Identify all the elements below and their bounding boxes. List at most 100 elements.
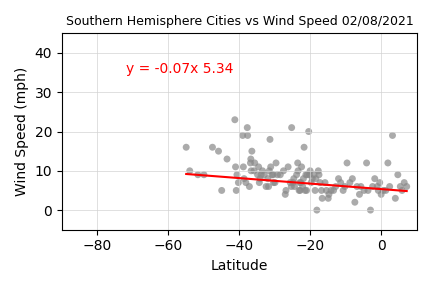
- Point: [327, 188, 334, 193]
- Point: [335, 176, 342, 181]
- Point: [341, 184, 348, 189]
- Point: [241, 176, 248, 181]
- Point: [255, 164, 262, 169]
- Point: [246, 184, 253, 189]
- Point: [283, 188, 289, 193]
- Point: [346, 180, 353, 185]
- Point: [247, 161, 254, 165]
- Point: [248, 168, 254, 173]
- Point: [369, 184, 376, 189]
- Text: y = -0.07x 5.34: y = -0.07x 5.34: [126, 62, 233, 76]
- Point: [266, 168, 273, 173]
- Point: [235, 180, 242, 185]
- Point: [233, 188, 240, 193]
- Point: [194, 173, 201, 177]
- Point: [294, 161, 301, 165]
- Point: [232, 164, 239, 169]
- Point: [257, 173, 264, 177]
- Point: [263, 184, 270, 189]
- Point: [296, 180, 303, 185]
- Point: [315, 168, 322, 173]
- Point: [282, 192, 289, 197]
- Y-axis label: Wind Speed (mph): Wind Speed (mph): [15, 67, 29, 196]
- Point: [311, 173, 318, 177]
- Point: [295, 188, 302, 193]
- Point: [337, 180, 344, 185]
- Point: [244, 133, 251, 138]
- Point: [304, 173, 311, 177]
- Point: [232, 118, 238, 122]
- Point: [280, 168, 287, 173]
- Point: [274, 173, 281, 177]
- Point: [307, 168, 314, 173]
- Point: [357, 184, 364, 189]
- Point: [297, 188, 304, 193]
- Point: [311, 188, 318, 193]
- Point: [321, 180, 328, 185]
- Point: [397, 184, 404, 189]
- Point: [386, 184, 393, 189]
- Point: [315, 173, 322, 177]
- Point: [305, 129, 312, 134]
- Point: [374, 184, 381, 189]
- Point: [361, 188, 368, 193]
- Point: [234, 173, 241, 177]
- Point: [330, 188, 337, 193]
- Point: [349, 176, 356, 181]
- Point: [265, 184, 272, 189]
- Point: [313, 208, 320, 212]
- Point: [325, 192, 332, 197]
- Point: [325, 196, 332, 201]
- Point: [323, 188, 330, 193]
- Point: [376, 180, 383, 185]
- Point: [298, 164, 305, 169]
- Point: [392, 196, 399, 201]
- Point: [240, 164, 247, 169]
- Point: [401, 180, 408, 185]
- Point: [218, 188, 225, 193]
- Point: [301, 145, 308, 149]
- Point: [270, 173, 276, 177]
- Point: [367, 208, 374, 212]
- Point: [371, 176, 378, 181]
- Point: [302, 188, 308, 193]
- Point: [290, 176, 297, 181]
- Point: [309, 176, 316, 181]
- Point: [224, 157, 231, 161]
- Point: [273, 161, 280, 165]
- Point: [186, 168, 193, 173]
- Point: [340, 188, 346, 193]
- Point: [351, 200, 358, 204]
- Point: [239, 133, 246, 138]
- Point: [319, 196, 326, 201]
- Point: [285, 164, 292, 169]
- Point: [382, 188, 389, 193]
- X-axis label: Latitude: Latitude: [211, 259, 268, 273]
- Point: [242, 180, 249, 185]
- Point: [332, 184, 339, 189]
- Point: [256, 180, 263, 185]
- Point: [317, 180, 324, 185]
- Point: [318, 188, 325, 193]
- Point: [380, 188, 387, 193]
- Point: [399, 188, 406, 193]
- Point: [287, 180, 294, 185]
- Point: [251, 161, 258, 165]
- Point: [384, 161, 391, 165]
- Title: Southern Hemisphere Cities vs Wind Speed 02/08/2021: Southern Hemisphere Cities vs Wind Speed…: [66, 15, 413, 28]
- Point: [248, 149, 255, 154]
- Point: [356, 192, 363, 197]
- Point: [257, 176, 264, 181]
- Point: [295, 168, 302, 173]
- Point: [288, 125, 295, 130]
- Point: [248, 157, 254, 161]
- Point: [259, 168, 266, 173]
- Point: [297, 180, 304, 185]
- Point: [267, 137, 273, 142]
- Point: [277, 173, 284, 177]
- Point: [291, 184, 298, 189]
- Point: [389, 133, 396, 138]
- Point: [308, 180, 314, 185]
- Point: [254, 173, 261, 177]
- Point: [215, 149, 222, 154]
